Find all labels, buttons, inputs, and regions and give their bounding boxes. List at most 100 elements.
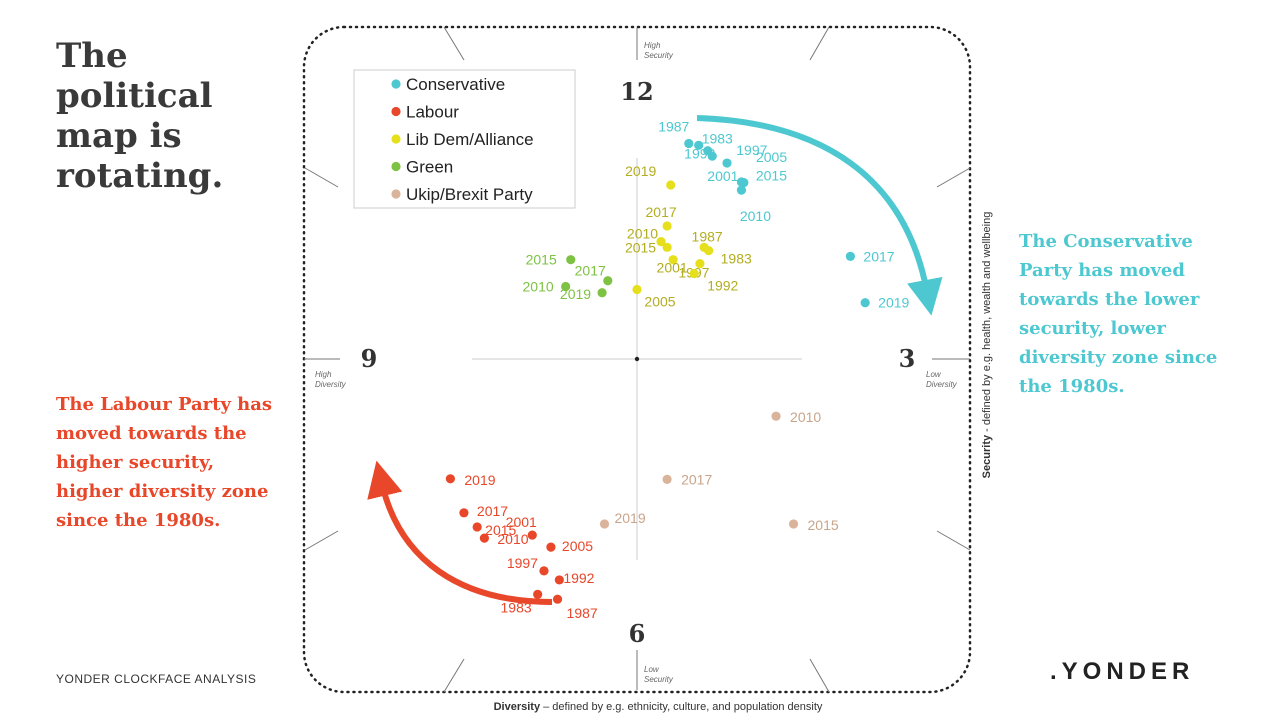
conservative-point-2005 xyxy=(722,158,732,168)
legend-label-lib-dem-alliance: Lib Dem/Alliance xyxy=(406,130,534,149)
conservative-label-2010: 2010 xyxy=(740,208,771,224)
labour-label-1997: 1997 xyxy=(507,555,538,571)
legend-box xyxy=(353,69,576,209)
labour-point-1987 xyxy=(552,594,563,604)
labour-label-1992: 1992 xyxy=(563,570,594,586)
legend-label-green: Green xyxy=(406,158,453,177)
y-axis-caption-rest: - defined by e.g. health, wealth and wel… xyxy=(981,212,993,435)
labour-trend-arrow xyxy=(367,460,553,605)
green-label-2015: 2015 xyxy=(526,252,557,268)
conservative-label-2001: 2001 xyxy=(707,168,738,184)
labour-label-1987: 1987 xyxy=(567,605,598,621)
ukip-brexit-party-label-2010: 2010 xyxy=(790,409,821,425)
legend: Conservative Labour Lib Dem/Alliance Green U… xyxy=(353,69,576,209)
green-point-2015 xyxy=(566,255,576,265)
lib-dem-alliance-point-2001 xyxy=(668,255,678,265)
lib-dem-alliance-label-2005: 2005 xyxy=(644,293,675,309)
labour-point-2010 xyxy=(479,533,489,543)
labour-point-2001 xyxy=(527,530,537,540)
labour-point-2019 xyxy=(445,474,455,484)
labour-point-2015 xyxy=(472,522,482,532)
conservative-point-2019 xyxy=(860,298,870,308)
lib-dem-alliance-point-1983 xyxy=(704,246,714,256)
page-title: The political map is rotating. xyxy=(56,36,224,196)
tag-high-security-2: Security xyxy=(644,51,674,60)
tag-low-security-2: Security xyxy=(644,675,674,684)
green-point-2010 xyxy=(561,281,571,292)
labour-label-2010: 2010 xyxy=(497,531,528,547)
tag-high-diversity-2: Diversity xyxy=(315,380,347,389)
green-label-2019: 2019 xyxy=(560,286,591,302)
ukip-brexit-party-point-2017 xyxy=(662,474,672,484)
clock-number-12: 12 xyxy=(620,77,653,106)
legend-marker-lib-dem-alliance xyxy=(391,134,401,144)
legend-marker-ukip-brexit-party xyxy=(391,189,401,199)
tag-low-diversity-1: Low xyxy=(926,370,942,379)
labour-point-1997 xyxy=(539,566,549,576)
green-point-2017 xyxy=(603,276,613,286)
green-point-2019 xyxy=(597,288,607,298)
yonder-logo: .YONDER xyxy=(1050,658,1195,685)
labour-label-2019: 2019 xyxy=(464,472,495,488)
tag-high-security-1: High xyxy=(644,41,661,50)
labour-label-2001: 2001 xyxy=(506,514,537,530)
lib-dem-alliance-label-2019: 2019 xyxy=(625,163,656,179)
lib-dem-alliance-label-1983: 1983 xyxy=(721,251,752,267)
conservative-label-1983: 1983 xyxy=(702,130,733,146)
lib-dem-alliance-label-1987: 1987 xyxy=(692,228,723,244)
labour-annotation: The Labour Party has moved towards the h… xyxy=(56,394,273,531)
legend-label-labour: Labour xyxy=(406,103,459,122)
x-axis-caption-rest: – defined by e.g. ethnicity, culture, an… xyxy=(540,701,823,713)
y-axis-caption: Security - defined by e.g. health, wealt… xyxy=(981,212,993,479)
legend-marker-labour xyxy=(391,106,401,117)
hour-ticks xyxy=(304,26,971,693)
labour-label-2005: 2005 xyxy=(562,538,593,554)
conservative-label-1987: 1987 xyxy=(658,118,689,134)
tag-high-diversity-1: High xyxy=(315,370,332,379)
conservative-trend-arrow xyxy=(696,115,943,316)
green-label-2010: 2010 xyxy=(523,278,554,294)
conservative-annotation: The Conservative Party has moved towards… xyxy=(1019,231,1218,397)
conservative-point-1992 xyxy=(703,146,713,156)
lib-dem-alliance-label-2001: 2001 xyxy=(657,260,688,276)
x-axis-caption: Diversity – defined by e.g. ethnicity, c… xyxy=(494,701,823,713)
legend-marker-conservative xyxy=(391,79,401,89)
labour-point-1992 xyxy=(554,575,564,585)
clock-number-3: 3 xyxy=(899,344,916,373)
labour-point-2005 xyxy=(546,542,556,552)
ukip-brexit-party-label-2015: 2015 xyxy=(808,517,839,533)
ukip-brexit-party-point-2019 xyxy=(599,519,610,529)
lib-dem-alliance-label-1992: 1992 xyxy=(707,278,738,294)
conservative-label-2015: 2015 xyxy=(756,168,787,184)
y-axis-caption-bold: Security xyxy=(981,434,993,478)
ukip-brexit-party-label-2017: 2017 xyxy=(681,471,712,487)
tag-low-diversity-2: Diversity xyxy=(926,380,958,389)
green-label-2017: 2017 xyxy=(575,263,606,279)
tag-low-security-1: Low xyxy=(644,665,660,674)
lib-dem-alliance-point-2015 xyxy=(662,242,672,252)
ukip-brexit-party-point-2015 xyxy=(788,519,799,529)
x-axis-caption-bold: Diversity xyxy=(494,701,541,713)
legend-label-conservative: Conservative xyxy=(406,75,505,94)
lib-dem-alliance-point-2010 xyxy=(656,237,666,247)
legend-label-ukip-brexit-party: Ukip/Brexit Party xyxy=(406,185,533,204)
labour-label-2017: 2017 xyxy=(477,503,508,519)
lib-dem-alliance-label-2017: 2017 xyxy=(646,204,677,220)
conservative-label-1992: 1992 xyxy=(684,146,715,162)
conservative-point-2017 xyxy=(845,251,856,261)
conservative-label-2019: 2019 xyxy=(878,295,909,311)
lib-dem-alliance-point-2017 xyxy=(662,221,672,231)
ukip-brexit-party-label-2019: 2019 xyxy=(614,510,645,526)
clock-number-6: 6 xyxy=(629,619,646,648)
lib-dem-alliance-point-2019 xyxy=(666,180,676,190)
lib-dem-alliance-label-2010: 2010 xyxy=(627,226,658,242)
lib-dem-alliance-point-2005 xyxy=(632,284,642,295)
conservative-point-1983 xyxy=(694,140,704,150)
labour-label-2015: 2015 xyxy=(485,522,516,538)
footer-label: YONDER CLOCKFACE ANALYSIS xyxy=(56,672,257,686)
conservative-label-2017: 2017 xyxy=(863,248,894,264)
lib-dem-alliance-point-1992 xyxy=(689,268,699,279)
center-dot xyxy=(634,356,640,362)
labour-point-2017 xyxy=(459,508,469,518)
